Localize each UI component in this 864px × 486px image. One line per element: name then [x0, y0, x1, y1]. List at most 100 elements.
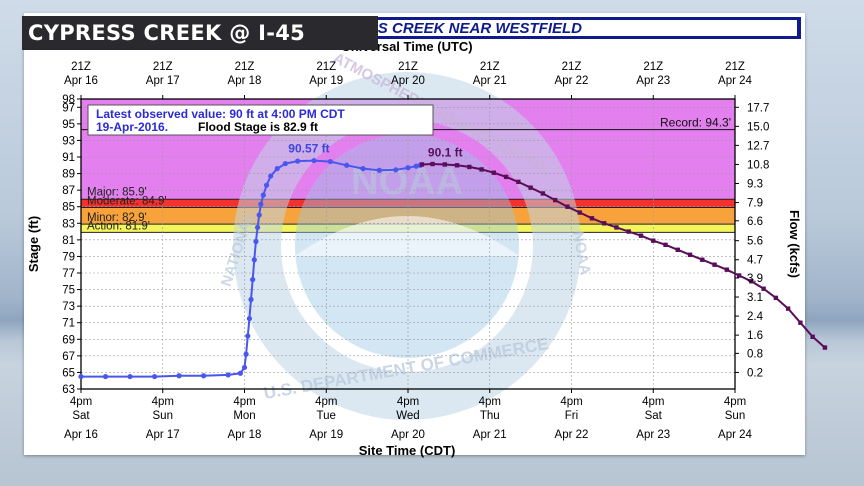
- observed-point: [344, 162, 350, 168]
- forecast-point: [822, 345, 828, 350]
- observed-point: [246, 315, 253, 322]
- bottom-tick-label-day: Sat: [645, 410, 663, 422]
- bottom-tick-label-time: 4pm: [479, 396, 501, 408]
- bottom-tick-label-date: Apr 21: [473, 429, 507, 441]
- watermark-wave: [295, 216, 519, 256]
- right-axis-label: Flow (kcfs): [787, 210, 802, 278]
- forecast-point: [528, 185, 533, 190]
- flood-label-moderate: Moderate: 84.9': [87, 196, 167, 208]
- bottom-tick-label-date: Apr 20: [391, 429, 425, 441]
- bottom-tick-label-date: Apr 24: [718, 429, 752, 441]
- observed-point: [274, 166, 280, 172]
- observed-point: [263, 182, 270, 188]
- left-tick-label: 71: [62, 318, 75, 330]
- left-tick-label: 85: [62, 202, 75, 214]
- left-tick-label: 69: [62, 334, 75, 346]
- bottom-axis-ticks: 4pm Sat Apr 16 4pm Sun Apr 17 4pm Mon Apr 18 4pm T…: [64, 389, 753, 441]
- info-box-date: 19-Apr-2016.: [96, 120, 168, 134]
- observed-point: [237, 370, 244, 376]
- right-tick-label: 12.7: [747, 140, 769, 152]
- forecast-point: [773, 295, 779, 301]
- forecast-point: [430, 161, 435, 167]
- observed-point: [102, 373, 109, 380]
- bottom-tick-label-time: 4pm: [560, 396, 582, 408]
- forecast-point: [602, 221, 607, 226]
- forecast-point: [540, 191, 546, 196]
- bottom-tick-label-time: 4pm: [233, 396, 255, 408]
- bottom-tick-label-day: Mon: [233, 410, 255, 422]
- record-label: Record: 94.3': [660, 116, 731, 130]
- forecast-point: [491, 170, 497, 175]
- bottom-tick-label-time: 4pm: [70, 396, 92, 408]
- left-tick-label: 98: [62, 94, 75, 106]
- observed-point: [260, 192, 266, 198]
- bottom-tick-label-day: Wed: [396, 410, 419, 422]
- right-tick-label: 17.7: [747, 102, 769, 114]
- info-box-background: [87, 104, 434, 136]
- forecast-point: [454, 163, 460, 168]
- bottom-axis-label: Site Time (CDT): [359, 443, 456, 458]
- right-tick-label: 6.6: [747, 216, 763, 228]
- forecast-series: [419, 161, 828, 350]
- bottom-tick-label-time: 4pm: [397, 396, 419, 408]
- top-tick-label-utc: 21Z: [562, 61, 582, 73]
- bottom-tick-label-time: 4pm: [642, 396, 664, 408]
- forecast-point: [663, 242, 668, 248]
- forecast-point: [675, 247, 680, 252]
- top-tick-label-utc: 21Z: [643, 61, 663, 73]
- forecast-point: [614, 225, 619, 230]
- bottom-tick-label-day: Sun: [153, 410, 173, 422]
- top-tick-label-date: Apr 16: [64, 75, 98, 87]
- top-tick-label-utc: 21Z: [153, 61, 173, 73]
- right-tick-label: 10.8: [747, 159, 769, 171]
- forecast-point: [577, 210, 582, 215]
- observed-point: [225, 372, 231, 378]
- left-tick-label: 95: [62, 119, 75, 131]
- forecast-point: [442, 162, 447, 167]
- forecast-point: [503, 174, 509, 180]
- top-tick-label-date: Apr 22: [555, 75, 589, 87]
- forecast-point: [724, 267, 730, 272]
- left-tick-label: 77: [62, 268, 75, 280]
- left-tick-label: 79: [62, 251, 75, 263]
- top-tick-label-date: Apr 17: [146, 75, 180, 87]
- forecast-point: [552, 197, 558, 203]
- forecast-point: [798, 320, 803, 325]
- observed-point: [250, 277, 256, 283]
- top-axis-ticks: 21Z Apr 16 21Z Apr 17 21Z Apr 18 21Z Apr 19 21Z A…: [64, 61, 753, 99]
- left-tick-label: 67: [62, 351, 75, 363]
- left-tick-label: 89: [62, 169, 75, 181]
- forecast-point: [749, 279, 754, 284]
- observed-point: [151, 373, 158, 380]
- right-tick-label: 15.0: [747, 121, 769, 133]
- bottom-tick-label-date: Apr 17: [146, 429, 180, 441]
- flood-label-action: Action: 81.9': [87, 220, 150, 232]
- forecast-point: [479, 167, 484, 172]
- forecast-point: [687, 252, 693, 257]
- left-tick-label: 83: [62, 218, 75, 230]
- bottom-tick-label-day: Tue: [317, 410, 336, 422]
- forecast-point: [626, 229, 631, 234]
- bottom-tick-label-day: Thu: [480, 410, 500, 422]
- observed-point: [405, 165, 411, 171]
- info-box-flood-stage: Flood Stage is 82.9 ft: [198, 120, 318, 134]
- flood-label-major: Major: 85.9': [87, 186, 147, 198]
- forecast-point: [565, 204, 570, 209]
- right-tick-label: 9.3: [747, 179, 763, 191]
- observed-point: [253, 238, 259, 245]
- left-tick-label: 65: [62, 367, 75, 379]
- left-tick-label: 87: [62, 185, 75, 197]
- top-tick-label-utc: 21Z: [235, 61, 255, 73]
- bottom-tick-label-date: Apr 22: [555, 429, 589, 441]
- observed-point: [376, 167, 382, 173]
- observed-point: [311, 157, 317, 164]
- observed-point: [295, 158, 301, 164]
- forecast-point: [712, 262, 717, 267]
- peak-annotations: 90.57 ft 90.1 ft: [288, 142, 462, 160]
- flood-label-minor: Minor: 82.9': [87, 212, 147, 224]
- observed-point: [201, 373, 207, 379]
- forecast-point: [589, 216, 595, 221]
- forecast-point: [516, 179, 521, 185]
- observed-point: [251, 257, 257, 263]
- bottom-tick-label-time: 4pm: [152, 396, 174, 408]
